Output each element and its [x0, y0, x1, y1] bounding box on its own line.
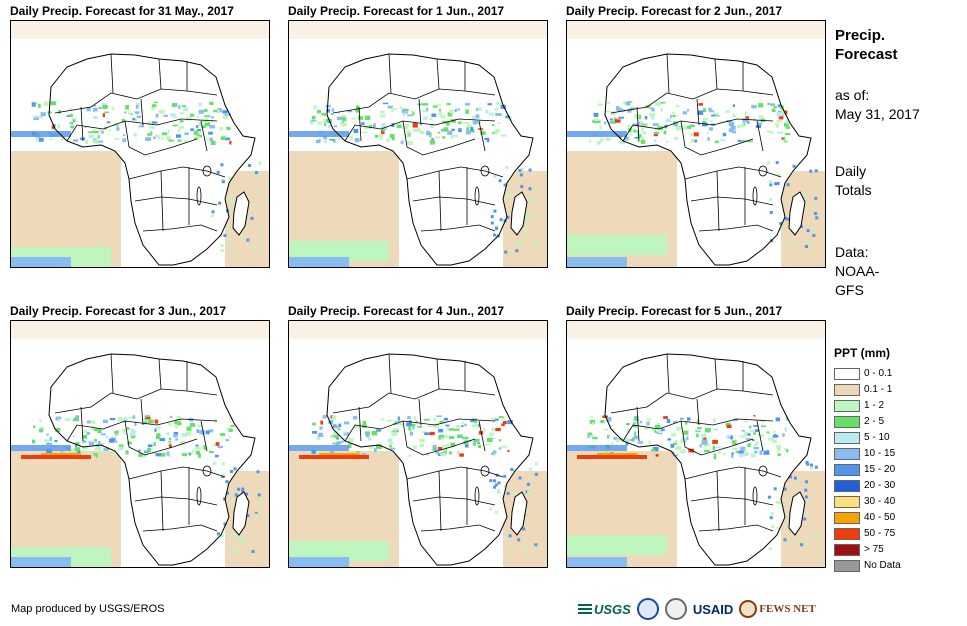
precip-map [288, 20, 548, 268]
side-title-line: Forecast [835, 46, 898, 63]
legend-swatch [834, 496, 860, 508]
panel-title: Daily Precip. Forecast for 2 Jun., 2017 [566, 4, 783, 18]
legend-swatch [834, 400, 860, 412]
legend-row: 2 - 5 [834, 414, 890, 430]
legend-swatch [834, 528, 860, 540]
panel-title: Daily Precip. Forecast for 5 Jun., 2017 [566, 304, 783, 318]
legend-row: 20 - 30 [834, 478, 895, 494]
precip-map [566, 20, 826, 268]
legend-label: 10 - 15 [864, 448, 896, 459]
panel-title: Daily Precip. Forecast for 31 May., 2017 [10, 4, 234, 18]
totals-block: Daily Totals [835, 162, 872, 200]
legend-swatch [834, 368, 860, 380]
precip-map [566, 320, 826, 568]
legend-swatch [834, 512, 860, 524]
panel-title: Daily Precip. Forecast for 1 Jun., 2017 [288, 4, 505, 18]
usgs-logo-text: USGS [594, 601, 631, 617]
legend-label: 20 - 30 [864, 480, 896, 491]
legend-label: 15 - 20 [864, 464, 896, 475]
legend-swatch [834, 544, 860, 556]
legend-row: 0 - 0.1 [834, 366, 893, 382]
precip-map [10, 20, 270, 268]
data-source-line: NOAA- [835, 263, 880, 279]
legend-title: PPT (mm) [834, 346, 891, 360]
legend-row: 50 - 75 [834, 526, 895, 542]
agency-logos: USGS USAID FEWS NET [578, 596, 816, 622]
usaid-logo-text: USAID [692, 601, 734, 617]
noaa-logo-icon [636, 598, 659, 620]
as-of-label: as of: [835, 87, 870, 103]
legend-label: 1 - 2 [864, 400, 885, 411]
usgs-logo: USGS [578, 602, 631, 617]
map-credit: Map produced by USGS/EROS [11, 603, 165, 615]
fews-globe-icon [739, 600, 758, 618]
legend-row: 10 - 15 [834, 446, 895, 462]
totals-line: Totals [835, 182, 872, 198]
fews-net-logo: FEWS NET [739, 600, 816, 618]
legend-swatch [834, 416, 860, 428]
legend-swatch [834, 384, 860, 396]
legend-label: 30 - 40 [864, 496, 896, 507]
data-source-line: GFS [835, 282, 864, 298]
legend-label: 50 - 75 [864, 528, 896, 539]
seal-logo-icon [664, 598, 687, 620]
legend-swatch [834, 448, 860, 460]
legend-row: 1 - 2 [834, 398, 890, 414]
legend-row: 40 - 50 [834, 510, 895, 526]
legend-swatch [834, 464, 860, 476]
data-source-block: Data: NOAA- GFS [835, 243, 879, 300]
side-title: Precip. Forecast [835, 26, 898, 64]
as-of-date: May 31, 2017 [835, 106, 920, 122]
as-of-block: as of: May 31, 2017 [835, 86, 920, 124]
precip-map [288, 320, 548, 568]
legend-row: No Data [834, 558, 901, 574]
fews-logo-text: FEWS NET [759, 603, 816, 615]
legend-label: No Data [864, 560, 901, 571]
legend-row: 15 - 20 [834, 462, 895, 478]
usaid-logo: USAID [693, 602, 733, 617]
side-title-line: Precip. [835, 27, 886, 44]
legend-row: 0.1 - 1 [834, 382, 893, 398]
legend-label: 0 - 0.1 [864, 368, 893, 379]
usgs-wave-icon [578, 604, 592, 614]
panel-title: Daily Precip. Forecast for 3 Jun., 2017 [10, 304, 227, 318]
legend-swatch [834, 480, 860, 492]
legend-label: 2 - 5 [864, 416, 885, 427]
legend-row: 30 - 40 [834, 494, 895, 510]
legend-swatch [834, 432, 860, 444]
legend-label: 0.1 - 1 [864, 384, 893, 395]
legend-row: 5 - 10 [834, 430, 890, 446]
legend-label: 40 - 50 [864, 512, 896, 523]
legend-label: > 75 [864, 544, 884, 555]
panel-title: Daily Precip. Forecast for 4 Jun., 2017 [288, 304, 505, 318]
legend-label: 5 - 10 [864, 432, 890, 443]
precip-map [10, 320, 270, 568]
data-source-line: Data: [835, 244, 869, 260]
legend-swatch [834, 560, 860, 572]
legend: PPT (mm) 0 - 0.1 0.1 - 1 1 - 2 2 - 5 5 -… [834, 346, 901, 574]
legend-row: > 75 [834, 542, 890, 558]
totals-line: Daily [835, 163, 867, 179]
